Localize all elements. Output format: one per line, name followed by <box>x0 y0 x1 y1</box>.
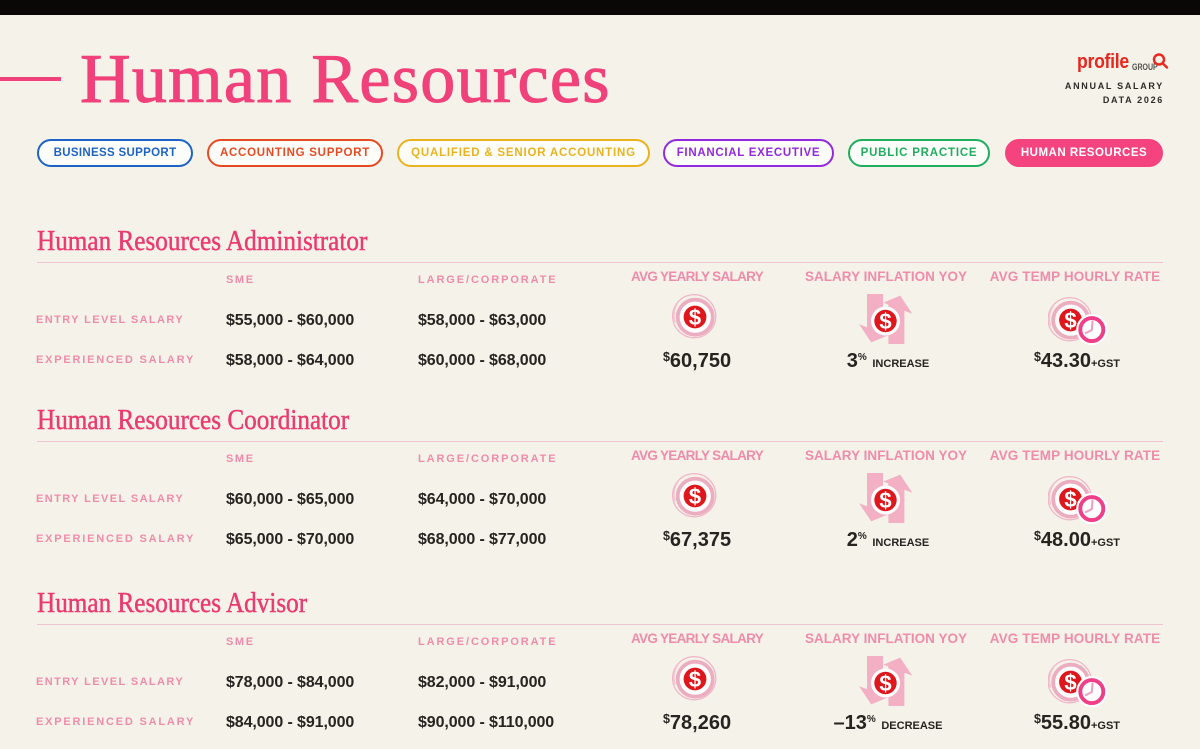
svg-text:$: $ <box>689 483 701 508</box>
svg-text:$: $ <box>689 666 701 691</box>
svg-text:$: $ <box>1064 487 1076 512</box>
svg-text:$: $ <box>879 671 891 696</box>
svg-text:$: $ <box>879 309 891 334</box>
svg-text:$: $ <box>1064 670 1076 695</box>
svg-text:$: $ <box>689 304 701 329</box>
svg-text:$: $ <box>1064 308 1076 333</box>
svg-text:$: $ <box>879 488 891 513</box>
